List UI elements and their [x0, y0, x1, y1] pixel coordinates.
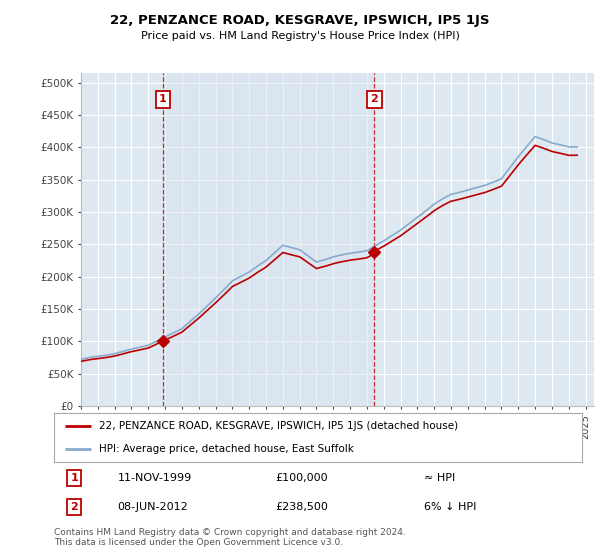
Text: £238,500: £238,500 — [276, 502, 329, 512]
Text: £100,000: £100,000 — [276, 473, 328, 483]
Text: ≈ HPI: ≈ HPI — [424, 473, 455, 483]
Text: 2: 2 — [70, 502, 78, 512]
Text: 11-NOV-1999: 11-NOV-1999 — [118, 473, 191, 483]
Text: 22, PENZANCE ROAD, KESGRAVE, IPSWICH, IP5 1JS: 22, PENZANCE ROAD, KESGRAVE, IPSWICH, IP… — [110, 14, 490, 27]
Text: 1: 1 — [70, 473, 78, 483]
Text: Price paid vs. HM Land Registry's House Price Index (HPI): Price paid vs. HM Land Registry's House … — [140, 31, 460, 41]
Text: 22, PENZANCE ROAD, KESGRAVE, IPSWICH, IP5 1JS (detached house): 22, PENZANCE ROAD, KESGRAVE, IPSWICH, IP… — [99, 421, 458, 431]
Text: 2: 2 — [370, 95, 378, 105]
Bar — [163, 73, 374, 406]
Text: 08-JUN-2012: 08-JUN-2012 — [118, 502, 188, 512]
Text: 6% ↓ HPI: 6% ↓ HPI — [424, 502, 476, 512]
Text: 1: 1 — [159, 95, 167, 105]
Text: Contains HM Land Registry data © Crown copyright and database right 2024.
This d: Contains HM Land Registry data © Crown c… — [54, 528, 406, 548]
Text: HPI: Average price, detached house, East Suffolk: HPI: Average price, detached house, East… — [99, 444, 354, 454]
